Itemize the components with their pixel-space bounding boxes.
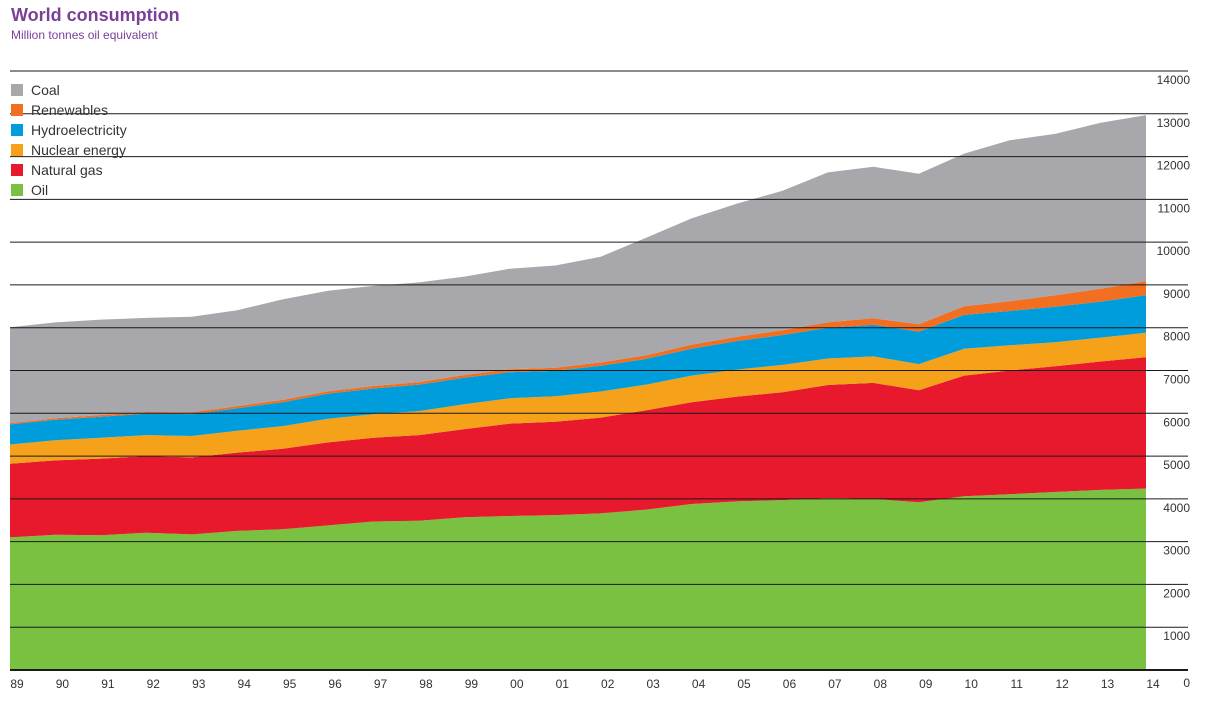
area-natural-gas [10,357,1146,538]
x-tick-label: 97 [374,677,388,691]
x-tick-label: 02 [601,677,615,691]
x-tick-label: 07 [828,677,842,691]
legend-label: Coal [31,82,60,98]
x-tick-label: 10 [965,677,979,691]
area-nuclear-energy [10,332,1146,464]
y-tick-label: 7000 [1163,373,1190,387]
y-tick-label: 5000 [1163,458,1190,472]
x-tick-label: 03 [646,677,660,691]
x-tick-label: 09 [919,677,933,691]
y-axis-ticks: 0 1000 2000 3000 4000 5000 6000 7000 8000 9000 100… [1157,73,1191,690]
x-tick-label: 14 [1146,677,1160,691]
x-tick-label: 95 [283,677,297,691]
x-tick-label: 92 [147,677,161,691]
x-tick-label: 98 [419,677,433,691]
legend-label: Hydroelectricity [31,122,127,138]
x-tick-label: 12 [1055,677,1069,691]
x-tick-label: 93 [192,677,206,691]
x-tick-label: 05 [737,677,751,691]
x-tick-label: 00 [510,677,524,691]
legend-swatch [11,104,23,116]
legend: Coal Renewables Hydroelectricity Nuclear en… [11,82,127,198]
x-tick-label: 96 [328,677,342,691]
x-tick-label: 89 [10,677,24,691]
y-tick-label: 2000 [1163,586,1190,600]
legend-swatch [11,124,23,136]
legend-swatch [11,144,23,156]
x-tick-label: 13 [1101,677,1115,691]
y-tick-label: 4000 [1163,501,1190,515]
x-tick-label: 90 [56,677,70,691]
legend-swatch [11,84,23,96]
area-hydroelectricity [10,295,1146,445]
x-tick-label: 04 [692,677,706,691]
y-tick-label: 12000 [1157,159,1191,173]
gridlines [10,70,1188,628]
y-tick-label: 11000 [1158,201,1191,215]
area-coal [10,115,1146,424]
legend-swatch [11,184,23,196]
y-tick-label: 13000 [1157,116,1191,130]
area-oil [10,488,1146,670]
y-tick-label: 0 [1183,676,1190,690]
x-tick-label: 01 [556,677,570,691]
x-tick-label: 08 [874,677,888,691]
legend-label: Natural gas [31,162,103,178]
legend-swatch [11,164,23,176]
legend-label: Renewables [31,102,108,118]
y-tick-label: 9000 [1163,287,1190,301]
legend-label: Nuclear energy [31,142,126,158]
y-tick-label: 8000 [1163,330,1190,344]
y-tick-label: 3000 [1163,544,1190,558]
x-tick-label: 11 [1010,677,1023,691]
legend-label: Oil [31,182,48,198]
chart-subtitle: Million tonnes oil equivalent [11,28,158,42]
y-tick-label: 6000 [1163,415,1190,429]
chart-title: World consumption [11,5,180,25]
x-tick-label: 99 [465,677,479,691]
x-tick-label: 91 [101,677,115,691]
x-axis-ticks: 89 90 91 92 93 94 95 96 97 98 99 00 01 02 03 04 05 06 07 08… [10,677,1160,691]
x-tick-label: 06 [783,677,797,691]
y-tick-label: 14000 [1157,73,1191,87]
y-tick-label: 10000 [1157,244,1191,258]
area-series-group [10,115,1146,670]
y-tick-label: 1000 [1163,629,1190,643]
x-tick-label: 94 [238,677,252,691]
